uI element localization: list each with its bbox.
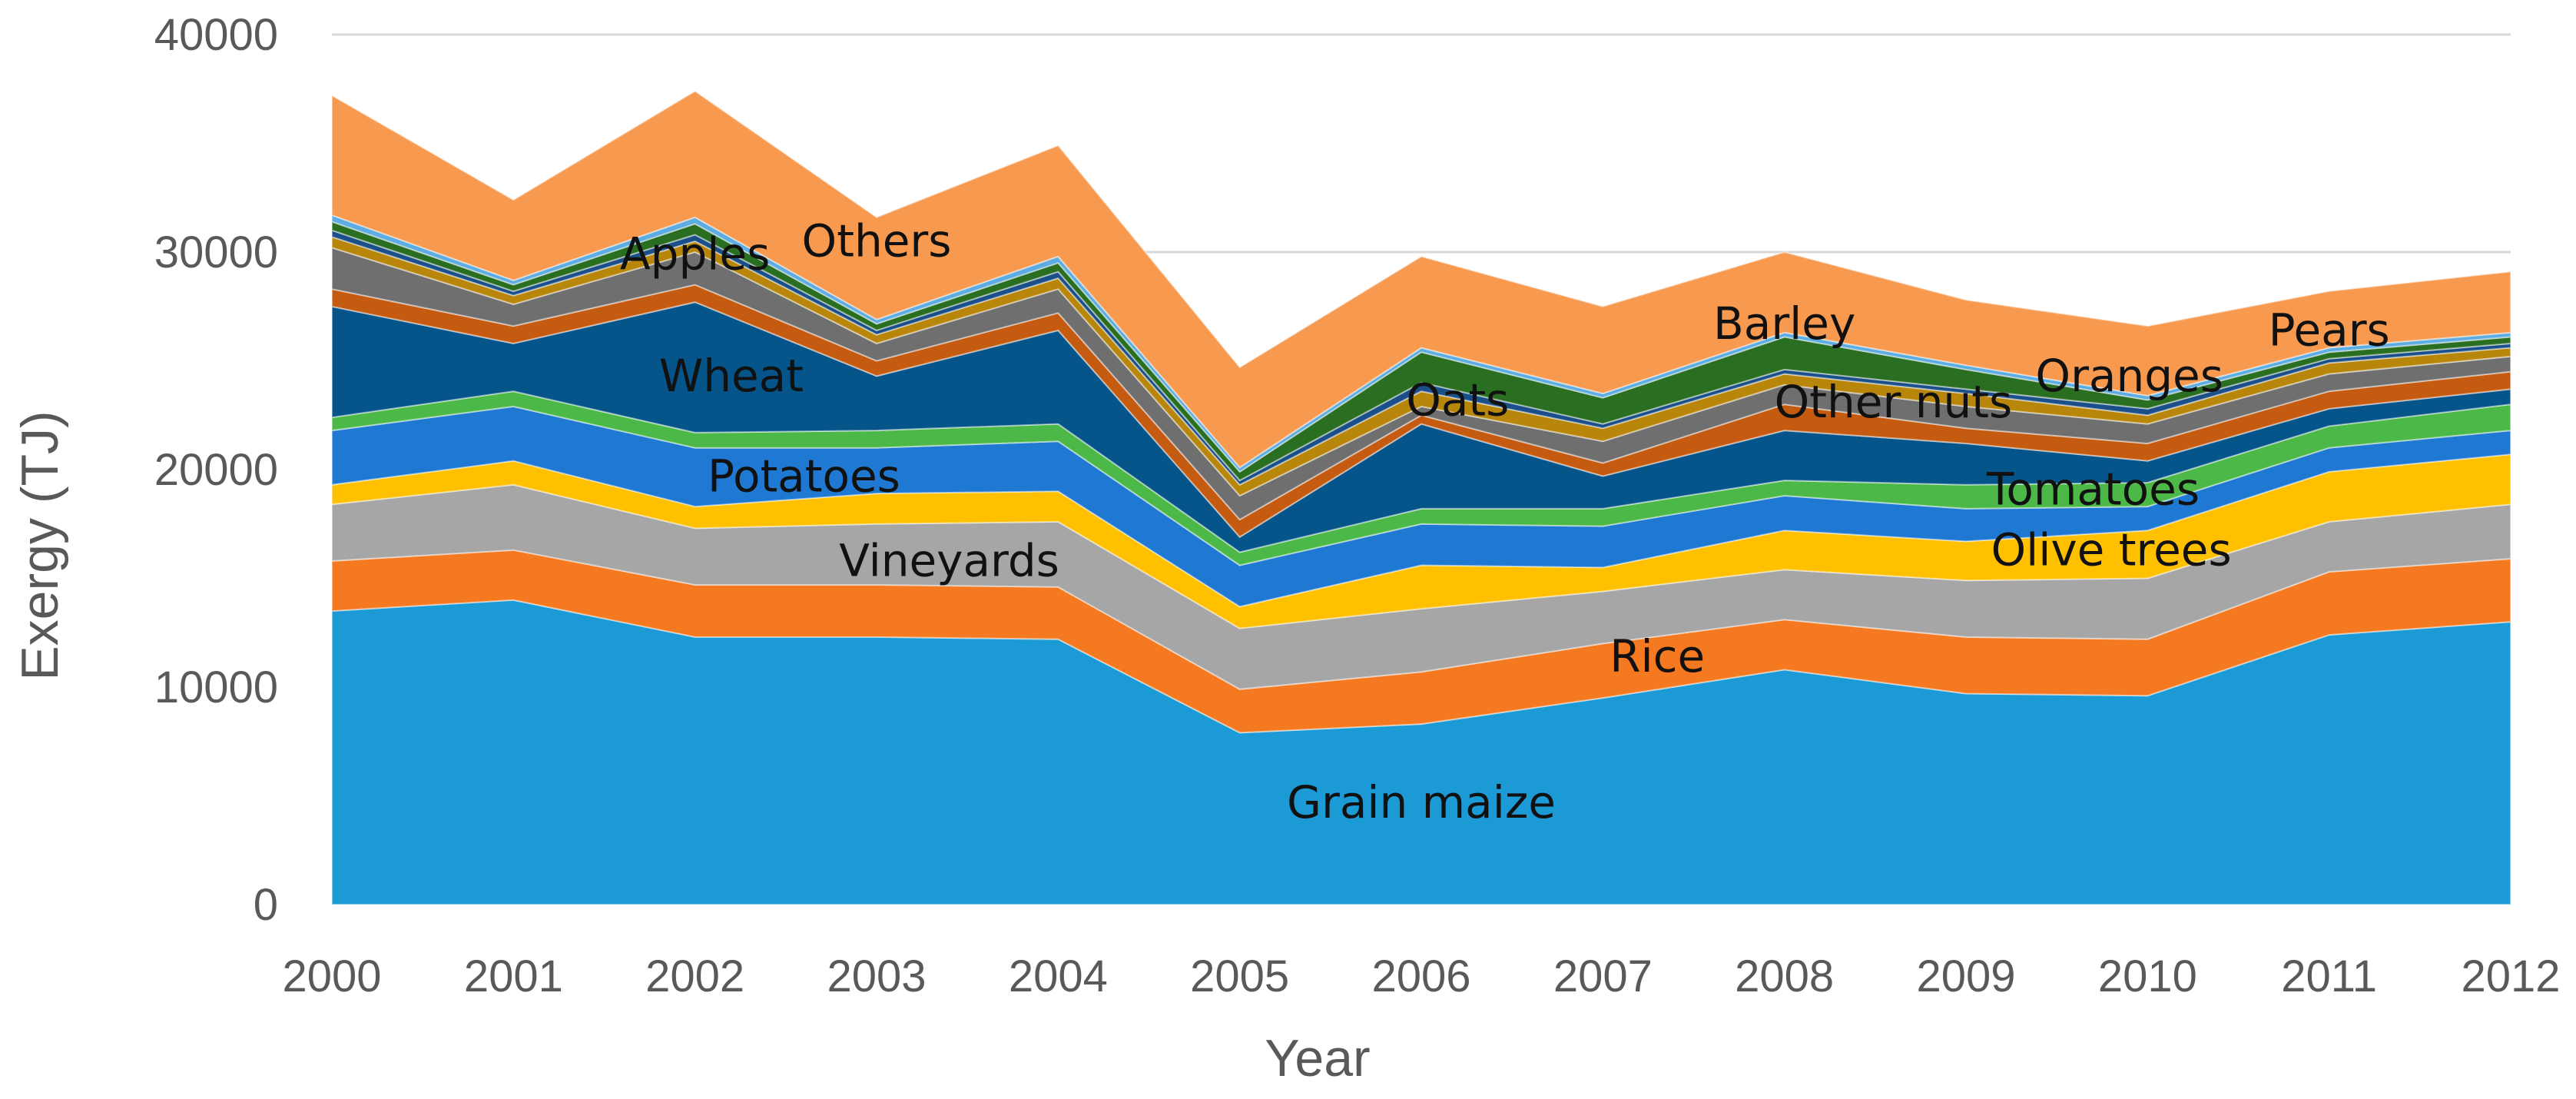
x-tick-label: 2004 bbox=[1009, 951, 1108, 1001]
y-tick-label: 20000 bbox=[154, 445, 278, 495]
annotation-barley: Barley bbox=[1713, 297, 1855, 350]
annotation-others: Others bbox=[802, 215, 952, 267]
series-annotations: Grain maize Rice Vineyards Olive trees Potat… bbox=[620, 215, 2390, 828]
x-tick-label: 2001 bbox=[464, 951, 563, 1001]
area-apples bbox=[331, 246, 2511, 521]
area-tomatoes bbox=[331, 390, 2511, 566]
area-vineyards bbox=[331, 483, 2511, 690]
area-series bbox=[331, 90, 2511, 905]
area-others bbox=[331, 90, 2511, 469]
x-tick-label: 2006 bbox=[1371, 951, 1470, 1001]
annotation-pears: Pears bbox=[2269, 304, 2390, 357]
x-tick-label: 2009 bbox=[1916, 951, 2015, 1001]
annotation-tomatoes: Tomatoes bbox=[1986, 463, 2200, 515]
x-tick-label: 2008 bbox=[1735, 951, 1834, 1001]
area-oats bbox=[331, 229, 2511, 486]
y-tick-label: 10000 bbox=[154, 662, 278, 712]
area-other-nuts bbox=[331, 284, 2511, 538]
area-oranges bbox=[331, 235, 2511, 497]
x-axis-ticks: 2000 2001 2002 2003 2004 2005 2006 2007 2008 2009… bbox=[282, 951, 2560, 1001]
x-tick-label: 2003 bbox=[827, 951, 926, 1001]
area-potatoes bbox=[331, 405, 2511, 608]
y-tick-label: 40000 bbox=[154, 10, 278, 60]
x-tick-label: 2002 bbox=[645, 951, 744, 1001]
area-wheat bbox=[331, 301, 2511, 553]
annotation-apples: Apples bbox=[620, 228, 770, 281]
area-rice bbox=[331, 549, 2511, 734]
area-pears bbox=[331, 214, 2511, 473]
annotation-olive-trees: Olive trees bbox=[1991, 524, 2231, 576]
y-axis-title: Exergy (TJ) bbox=[11, 410, 69, 680]
x-tick-label: 2007 bbox=[1553, 951, 1653, 1001]
annotation-potatoes: Potatoes bbox=[708, 450, 900, 502]
y-tick-label: 30000 bbox=[154, 227, 278, 277]
x-axis-title: Year bbox=[1265, 1029, 1370, 1087]
annotation-wheat: Wheat bbox=[659, 350, 804, 402]
annotation-other-nuts: Other nuts bbox=[1775, 376, 2013, 428]
x-tick-label: 2010 bbox=[2098, 951, 2197, 1001]
x-tick-label: 2012 bbox=[2461, 951, 2560, 1001]
annotation-oats: Oats bbox=[1406, 374, 1509, 426]
annotation-vineyards: Vineyards bbox=[839, 535, 1059, 587]
annotation-grain-maize: Grain maize bbox=[1287, 776, 1556, 828]
area-olive-trees bbox=[331, 453, 2511, 629]
annotation-oranges: Oranges bbox=[2035, 350, 2223, 402]
x-tick-label: 2000 bbox=[282, 951, 381, 1001]
area-grain-maize bbox=[331, 599, 2511, 905]
y-axis-ticks: 0 10000 20000 30000 40000 bbox=[154, 10, 278, 930]
y-tick-label: 0 bbox=[254, 880, 278, 930]
x-tick-label: 2005 bbox=[1190, 951, 1289, 1001]
area-barley bbox=[331, 220, 2511, 482]
x-tick-label: 2011 bbox=[2281, 951, 2377, 1001]
annotation-rice: Rice bbox=[1610, 630, 1705, 682]
